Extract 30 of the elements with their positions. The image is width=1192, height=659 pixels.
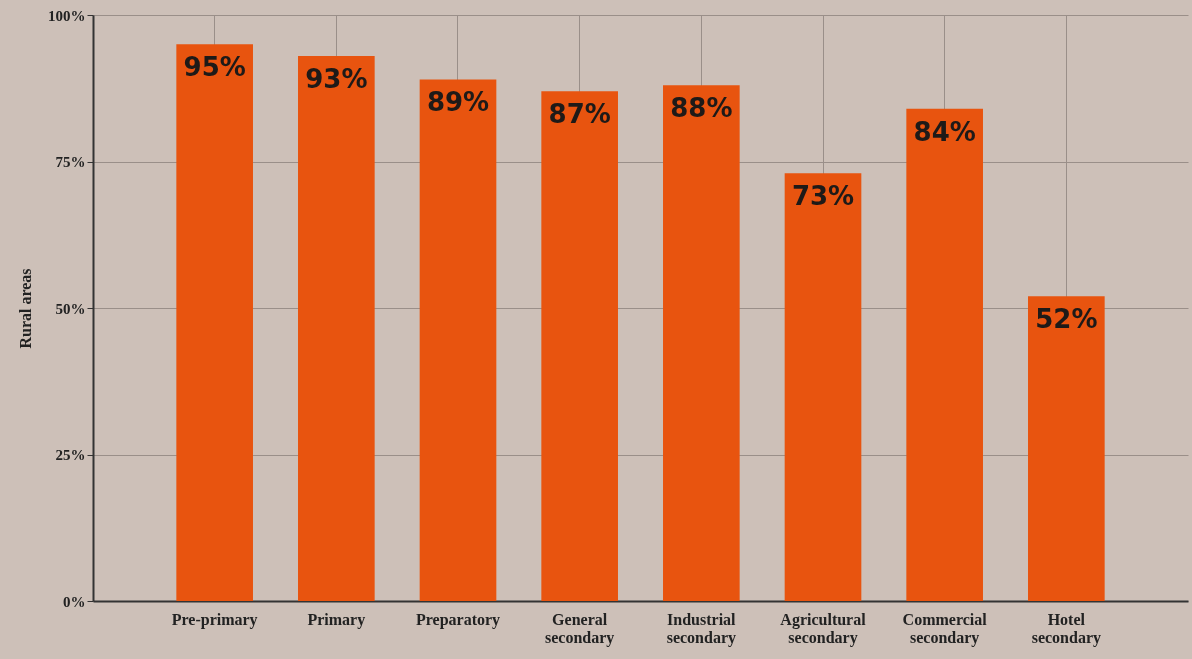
bar	[906, 108, 983, 601]
y-tick-label: 50%	[55, 300, 86, 317]
x-tick-label: Primary	[307, 610, 366, 629]
bar	[1028, 296, 1105, 601]
y-tick-label: 0%	[63, 593, 86, 610]
bar	[541, 91, 618, 601]
data-label: 89%	[426, 87, 490, 118]
bar	[298, 56, 375, 601]
x-tick-label: Agricultural secondary	[780, 610, 867, 647]
data-label: 95%	[183, 52, 246, 83]
x-tick-label: Commercial secondary	[902, 610, 988, 647]
data-label: 87%	[548, 99, 611, 130]
data-label: 52%	[1035, 304, 1098, 335]
x-tick-label: Industrial secondary	[666, 610, 737, 647]
x-tick-label: Hotel secondary	[1031, 610, 1101, 647]
x-tick-label: Pre-primary	[171, 610, 258, 629]
bar	[663, 85, 740, 601]
data-label: 88%	[670, 93, 733, 124]
bar	[176, 44, 253, 601]
bar	[419, 79, 497, 601]
x-tick-label: Preparatory	[415, 610, 501, 629]
y-tick-label: 25%	[55, 447, 86, 463]
data-label: 73%	[791, 181, 855, 212]
x-tick-label: General secondary	[545, 610, 615, 647]
bar	[784, 173, 862, 601]
y-tick-label: 100%	[48, 7, 86, 24]
y-tick-label: 75%	[55, 154, 86, 170]
y-axis-title: Rural areas	[17, 268, 34, 349]
data-label: 93%	[305, 64, 368, 95]
data-label: 84%	[913, 116, 976, 147]
